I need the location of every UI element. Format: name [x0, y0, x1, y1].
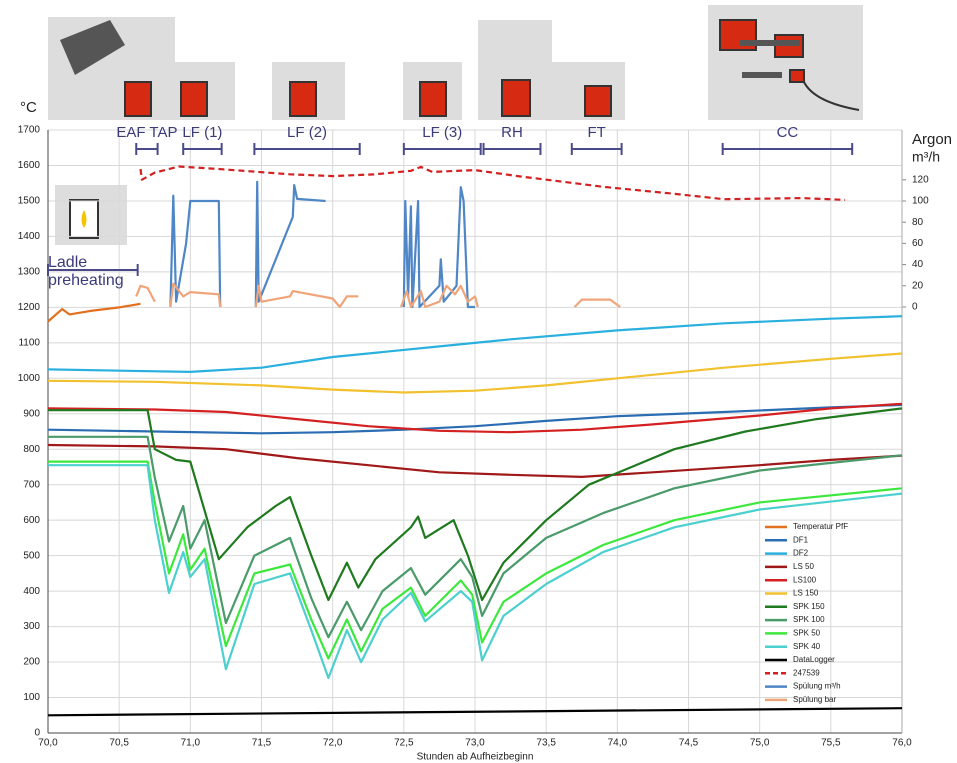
y-tick-label: 500: [23, 550, 40, 561]
series-line: [169, 180, 475, 309]
legend-label: DF2: [793, 549, 809, 558]
phase-label: LF (1): [182, 124, 222, 141]
legend-label: SPK 150: [793, 602, 825, 611]
y2-tick-label: 60: [912, 238, 924, 249]
legend-label: Spülung bar: [793, 695, 836, 704]
y-tick-label: 1700: [18, 125, 41, 136]
legend-label: SPK 50: [793, 629, 821, 638]
x-tick-label: 75,5: [821, 738, 841, 749]
y-tick-label: 900: [23, 408, 40, 419]
phase-label: EAF TAP: [116, 124, 177, 141]
y2-axis-title: m³/h: [912, 149, 940, 165]
legend-label: LS100: [793, 575, 817, 584]
series-line: [47, 707, 903, 717]
legend-label: DataLogger: [793, 655, 835, 664]
y2-tick-label: 100: [912, 196, 929, 207]
legend-label: DF1: [793, 535, 809, 544]
y2-tick-label: 20: [912, 280, 924, 291]
y-tick-label: 1600: [18, 160, 41, 171]
x-tick-label: 71,5: [252, 738, 272, 749]
series-line: [47, 302, 141, 323]
series-line: [48, 407, 903, 602]
series-line: [47, 315, 903, 373]
y-tick-label: 300: [23, 621, 40, 632]
y-tick-label: 100: [23, 692, 40, 703]
x-tick-label: 73,0: [465, 738, 485, 749]
series-line: [47, 402, 903, 434]
y-tick-label: 1400: [18, 231, 41, 242]
y-tick-label: 400: [23, 586, 40, 597]
y-tick-label: 800: [23, 444, 40, 455]
x-tick-label: 71,0: [181, 738, 201, 749]
series-line: [139, 165, 846, 201]
series-line: [48, 460, 903, 660]
x-tick-label: 72,5: [394, 738, 414, 749]
phase-label: LF (3): [422, 124, 462, 141]
legend-label: Temperatur PfF: [793, 522, 848, 531]
phase-label: RH: [501, 124, 523, 141]
x-tick-label: 76,0: [892, 738, 912, 749]
x-tick-label: 74,0: [608, 738, 628, 749]
y-tick-label: 0: [34, 728, 40, 739]
y2-tick-label: 80: [912, 217, 924, 228]
legend-label: LS 150: [793, 589, 819, 598]
x-tick-label: 72,0: [323, 738, 343, 749]
y-axis-title: °C: [20, 99, 37, 116]
phase-label: LF (2): [287, 124, 327, 141]
x-tick-label: 73,5: [536, 738, 556, 749]
phase-bracket: [253, 143, 361, 155]
phase-bracket: [47, 264, 139, 276]
x-tick-label: 70,0: [38, 738, 58, 749]
x-tick-label: 75,0: [750, 738, 770, 749]
y-tick-label: 1000: [18, 373, 41, 384]
legend-label: LS 50: [793, 562, 814, 571]
y2-tick-label: 120: [912, 174, 929, 185]
y-tick-label: 1300: [18, 267, 41, 278]
process-icons: [48, 5, 863, 245]
y-tick-label: 1100: [18, 337, 40, 348]
series-line: [135, 282, 621, 309]
y-tick-label: 600: [23, 515, 40, 526]
series-line: [47, 352, 903, 394]
phase-bracket: [135, 143, 159, 155]
series-line: [48, 435, 903, 639]
series-line: [47, 403, 903, 435]
phase-bracket: [182, 143, 223, 155]
legend-label: 247539: [793, 668, 820, 677]
legend-label: SPK 40: [793, 642, 821, 651]
legend-label: Spülung m³/h: [793, 682, 841, 691]
y-tick-label: 1500: [18, 196, 41, 207]
y2-tick-label: 40: [912, 259, 924, 270]
x-tick-label: 70,5: [109, 738, 129, 749]
phase-label: CC: [777, 124, 799, 141]
phase-bracket: [570, 143, 623, 155]
y-tick-label: 1200: [18, 302, 41, 313]
x-axis-title: Stunden ab Aufheizbeginn: [417, 752, 534, 763]
phase-bracket: [402, 143, 482, 155]
phase-label: Ladle preheating: [48, 254, 124, 289]
phase-bracket: [721, 143, 854, 155]
legend-label: SPK 100: [793, 615, 825, 624]
y-tick-label: 200: [23, 657, 40, 668]
y-tick-label: 700: [23, 479, 40, 490]
series-line: [48, 464, 903, 680]
phase-label: FT: [588, 124, 606, 141]
series-line: [47, 443, 903, 478]
x-tick-label: 74,5: [679, 738, 699, 749]
phase-bracket: [482, 143, 542, 155]
y2-axis-title: Argon: [912, 131, 952, 148]
y2-tick-label: 0: [912, 302, 918, 313]
